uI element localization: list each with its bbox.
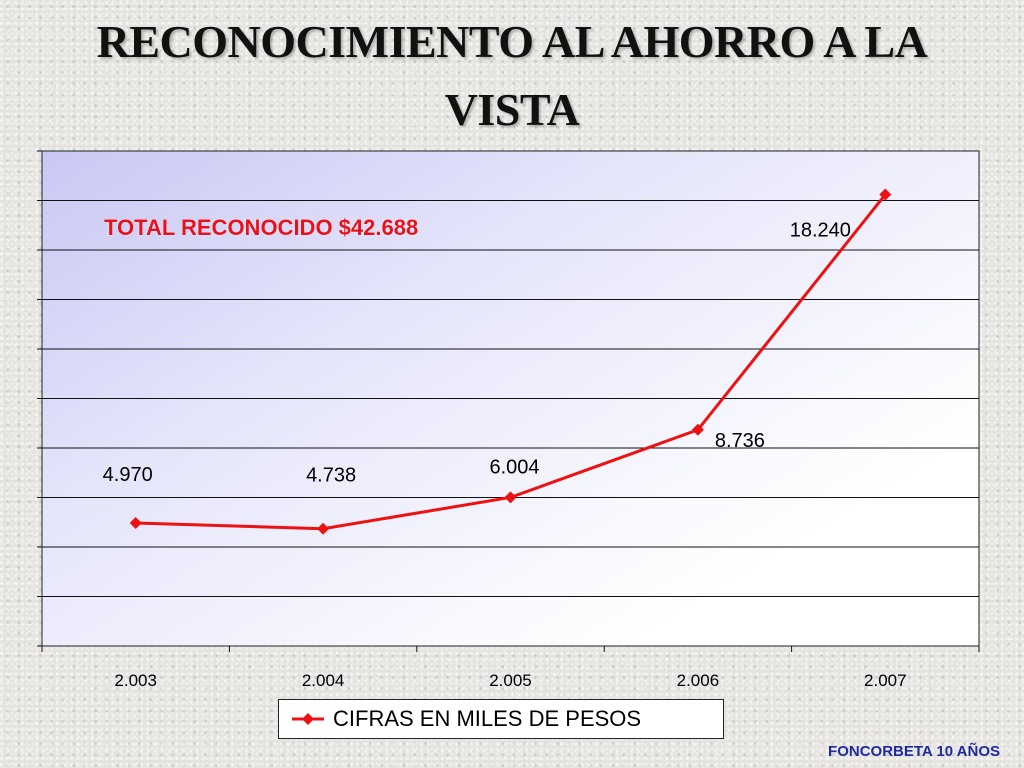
data-point — [691, 423, 704, 436]
total-annotation: TOTAL RECONOCIDO $42.688 — [104, 215, 418, 240]
data-point — [879, 188, 892, 201]
data-label: 18.240 — [790, 220, 851, 242]
chart-legend: CIFRAS EN MILES DE PESOS — [278, 699, 724, 739]
x-tick-label: 2.005 — [489, 671, 532, 690]
data-labels: 4.970 4.738 6.004 8.736 18.240 — [103, 220, 851, 487]
legend-label: CIFRAS EN MILES DE PESOS — [333, 706, 642, 731]
x-tick-label: 2.004 — [302, 671, 345, 690]
slide-title: RECONOCIMIENTO AL AHORRO A LA VISTA — [96, 16, 928, 135]
data-point — [129, 516, 142, 529]
footer-brand: FONCORBETA 10 AÑOS — [828, 743, 1000, 760]
x-tick-label: 2.007 — [864, 671, 907, 690]
data-label: 4.970 — [103, 464, 153, 486]
data-series — [129, 188, 892, 535]
x-tick-label: 2.003 — [114, 671, 157, 690]
data-label: 8.736 — [715, 430, 765, 452]
data-label: 4.738 — [306, 465, 356, 487]
data-point — [504, 491, 517, 504]
x-tick-label: 2.006 — [677, 671, 720, 690]
axis-ticks — [37, 150, 980, 652]
data-label: 6.004 — [489, 456, 539, 478]
data-point — [317, 522, 330, 535]
legend-marker-icon — [292, 713, 324, 725]
x-axis-labels: 2.003 2.004 2.005 2.006 2.007 — [114, 671, 906, 690]
